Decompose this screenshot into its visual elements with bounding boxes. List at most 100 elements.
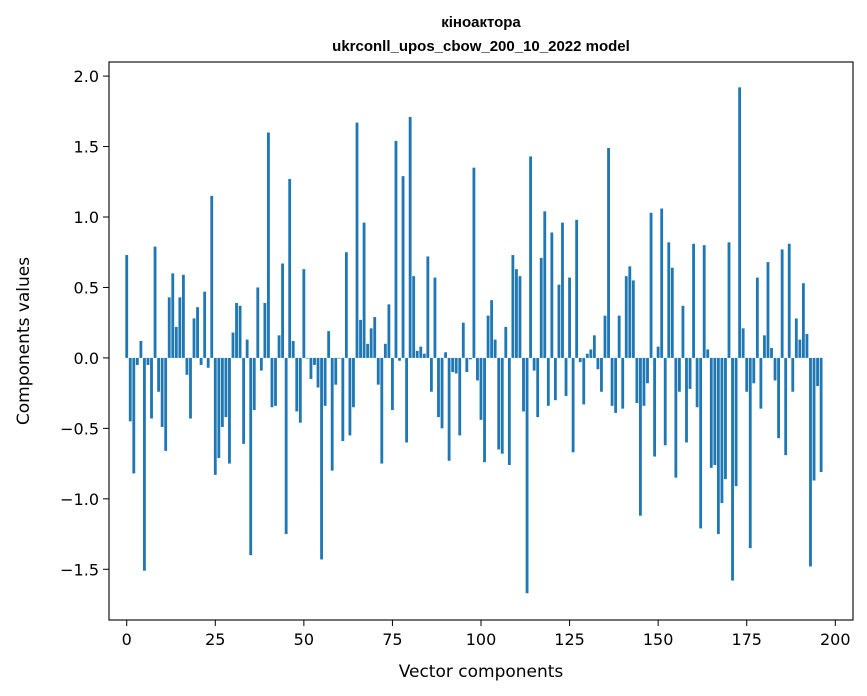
y-tick-label: −1.5 bbox=[60, 560, 99, 579]
bar bbox=[174, 326, 178, 358]
bar bbox=[504, 326, 508, 358]
bar bbox=[412, 276, 416, 358]
bar bbox=[763, 335, 766, 358]
bar bbox=[476, 357, 479, 381]
bar bbox=[777, 357, 781, 439]
bar bbox=[189, 357, 192, 419]
bar bbox=[536, 357, 540, 418]
bar bbox=[794, 318, 798, 358]
bar bbox=[522, 357, 525, 412]
bar bbox=[408, 116, 412, 358]
bar bbox=[178, 297, 182, 358]
bar bbox=[639, 357, 642, 516]
bar bbox=[656, 346, 660, 358]
bar bbox=[440, 357, 444, 429]
bar bbox=[305, 357, 309, 359]
bar bbox=[206, 357, 210, 368]
bar bbox=[210, 195, 214, 358]
bar bbox=[143, 357, 146, 571]
bar bbox=[295, 357, 299, 412]
bar bbox=[309, 357, 313, 380]
bar bbox=[472, 167, 476, 358]
bar bbox=[745, 357, 749, 392]
bar bbox=[692, 243, 695, 358]
x-tick-label: 150 bbox=[643, 630, 674, 649]
bar bbox=[196, 307, 199, 358]
bar-series bbox=[125, 87, 823, 594]
bar bbox=[231, 332, 235, 358]
bar bbox=[589, 349, 593, 358]
bar bbox=[621, 357, 625, 409]
bar bbox=[366, 343, 370, 358]
bar bbox=[490, 300, 494, 358]
x-tick-label: 125 bbox=[554, 630, 585, 649]
bar bbox=[150, 357, 153, 419]
bar bbox=[348, 357, 352, 436]
bar bbox=[720, 357, 724, 504]
bar bbox=[702, 245, 706, 358]
bar bbox=[153, 246, 157, 358]
x-tick-label: 175 bbox=[731, 630, 762, 649]
bar bbox=[624, 276, 628, 358]
bar bbox=[532, 357, 536, 371]
bar bbox=[564, 357, 568, 396]
bar bbox=[553, 357, 557, 401]
bar bbox=[791, 357, 795, 392]
y-tick-label: 2.0 bbox=[74, 67, 99, 86]
bar bbox=[327, 331, 331, 358]
bar bbox=[465, 357, 469, 372]
bar bbox=[738, 87, 742, 358]
bar bbox=[249, 357, 253, 556]
bar bbox=[444, 352, 447, 358]
bar bbox=[798, 339, 802, 358]
bar bbox=[352, 357, 355, 408]
x-tick-label: 50 bbox=[294, 630, 314, 649]
bar bbox=[181, 274, 185, 358]
bar bbox=[787, 243, 791, 358]
bar bbox=[373, 317, 377, 358]
bar bbox=[561, 222, 564, 358]
bar bbox=[801, 283, 805, 358]
bar bbox=[146, 357, 150, 365]
bar bbox=[139, 341, 143, 358]
bar bbox=[405, 357, 409, 443]
bar bbox=[695, 357, 699, 408]
y-tick-label: 1.0 bbox=[74, 208, 99, 227]
bar bbox=[185, 357, 189, 375]
bar bbox=[575, 219, 579, 358]
x-tick-label: 200 bbox=[820, 630, 851, 649]
bar bbox=[568, 277, 571, 358]
bar bbox=[320, 357, 323, 560]
bar bbox=[334, 357, 338, 385]
x-tick-label: 75 bbox=[382, 630, 402, 649]
bar bbox=[245, 339, 249, 358]
bar bbox=[670, 267, 674, 358]
bar bbox=[238, 305, 242, 358]
bar bbox=[128, 357, 132, 422]
bar bbox=[192, 318, 196, 358]
x-tick-label: 100 bbox=[466, 630, 497, 649]
bar bbox=[468, 357, 472, 360]
bar bbox=[252, 357, 256, 411]
bar bbox=[235, 302, 238, 358]
bar bbox=[281, 263, 285, 358]
bar bbox=[323, 357, 327, 406]
bar bbox=[546, 357, 550, 406]
bar bbox=[380, 357, 384, 464]
bar bbox=[731, 357, 734, 581]
bar bbox=[773, 357, 777, 381]
bar bbox=[387, 304, 391, 358]
plot-frame bbox=[108, 61, 854, 621]
bar bbox=[263, 302, 267, 358]
bar bbox=[132, 357, 136, 474]
x-tick-label: 25 bbox=[205, 630, 225, 649]
bar bbox=[422, 353, 426, 358]
bar bbox=[316, 357, 320, 388]
bar bbox=[401, 176, 405, 358]
bar bbox=[511, 255, 515, 358]
bar bbox=[603, 315, 607, 358]
bar bbox=[391, 357, 394, 411]
bar bbox=[359, 319, 362, 358]
bar bbox=[628, 266, 632, 358]
bar bbox=[486, 315, 490, 358]
